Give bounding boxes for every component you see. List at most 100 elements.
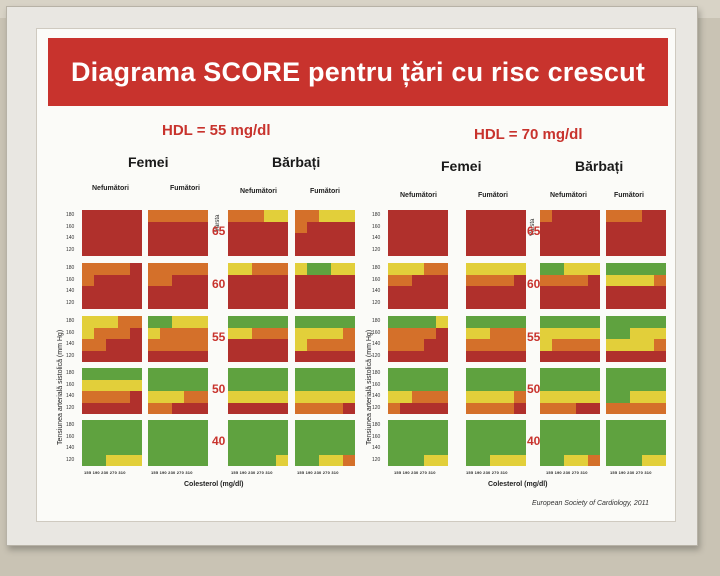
risk-cell bbox=[630, 263, 642, 275]
risk-cell bbox=[588, 431, 600, 443]
risk-cell bbox=[588, 221, 600, 233]
risk-cell bbox=[618, 454, 630, 466]
risk-cell bbox=[228, 263, 240, 275]
risk-cell bbox=[276, 263, 288, 275]
risk-cell bbox=[82, 297, 94, 309]
risk-cell bbox=[436, 286, 448, 298]
risk-cell bbox=[130, 316, 142, 328]
risk-cell bbox=[196, 339, 208, 351]
cholesterol-label: Colesterol (mg/dl) bbox=[184, 481, 244, 488]
cholesterol-ticks: 155 190 230 270 310 bbox=[231, 470, 273, 475]
risk-cell bbox=[642, 431, 654, 443]
risk-cell bbox=[343, 420, 355, 432]
risk-cell bbox=[343, 402, 355, 414]
cholesterol-label: Colesterol (mg/dl) bbox=[488, 481, 548, 488]
risk-cell bbox=[240, 233, 252, 245]
risk-cell bbox=[295, 286, 307, 298]
risk-cell bbox=[588, 274, 600, 286]
risk-cell bbox=[502, 402, 514, 414]
risk-cell bbox=[654, 391, 666, 403]
bp-label: 160 bbox=[372, 381, 381, 388]
risk-cell bbox=[106, 263, 118, 275]
risk-cell bbox=[466, 454, 478, 466]
risk-cell bbox=[606, 391, 618, 403]
risk-cell bbox=[478, 431, 490, 443]
risk-cell bbox=[118, 221, 130, 233]
risk-cell bbox=[319, 443, 331, 455]
risk-cell bbox=[466, 391, 478, 403]
risk-cell bbox=[160, 327, 172, 339]
risk-cell bbox=[264, 244, 276, 256]
risk-cell bbox=[319, 297, 331, 309]
risk-cell bbox=[552, 327, 564, 339]
risk-cell bbox=[654, 210, 666, 222]
risk-cell bbox=[540, 327, 552, 339]
risk-cell bbox=[228, 368, 240, 380]
risk-cell bbox=[436, 233, 448, 245]
risk-cell bbox=[514, 420, 526, 432]
risk-cell bbox=[618, 233, 630, 245]
risk-cell bbox=[130, 454, 142, 466]
risk-cell bbox=[276, 454, 288, 466]
risk-cell bbox=[184, 391, 196, 403]
risk-cell bbox=[466, 350, 478, 362]
risk-cell bbox=[118, 327, 130, 339]
risk-cell bbox=[276, 210, 288, 222]
risk-cell bbox=[148, 221, 160, 233]
risk-cell bbox=[184, 431, 196, 443]
risk-cell bbox=[264, 297, 276, 309]
risk-cell bbox=[252, 350, 264, 362]
risk-cell bbox=[630, 350, 642, 362]
smoking-label: Nefumători bbox=[92, 185, 129, 192]
risk-cell bbox=[118, 402, 130, 414]
risk-cell bbox=[606, 431, 618, 443]
risk-cell bbox=[514, 274, 526, 286]
risk-cell bbox=[307, 221, 319, 233]
risk-cell bbox=[630, 368, 642, 380]
risk-cell bbox=[478, 210, 490, 222]
risk-cell bbox=[228, 297, 240, 309]
risk-cell bbox=[478, 402, 490, 414]
smoking-label: Nefumători bbox=[400, 192, 437, 199]
risk-cell bbox=[654, 339, 666, 351]
risk-cell bbox=[307, 327, 319, 339]
risk-cell bbox=[276, 431, 288, 443]
risk-cell bbox=[148, 402, 160, 414]
risk-cell bbox=[184, 339, 196, 351]
risk-cell bbox=[618, 443, 630, 455]
risk-cell bbox=[264, 379, 276, 391]
risk-cell bbox=[130, 221, 142, 233]
risk-cell bbox=[106, 402, 118, 414]
risk-cell bbox=[82, 350, 94, 362]
risk-cell bbox=[502, 274, 514, 286]
risk-cell bbox=[172, 221, 184, 233]
risk-cell bbox=[228, 350, 240, 362]
bp-label: 120 bbox=[372, 246, 381, 253]
risk-cell bbox=[196, 263, 208, 275]
risk-cell bbox=[172, 263, 184, 275]
age-label: 65 bbox=[212, 224, 226, 238]
risk-cell bbox=[514, 316, 526, 328]
risk-cell bbox=[564, 244, 576, 256]
risk-cell bbox=[130, 244, 142, 256]
risk-cell bbox=[630, 391, 642, 403]
risk-cell bbox=[118, 368, 130, 380]
risk-cell bbox=[576, 420, 588, 432]
risk-cell bbox=[106, 379, 118, 391]
risk-cell bbox=[106, 339, 118, 351]
risk-cell bbox=[400, 420, 412, 432]
risk-cell bbox=[276, 420, 288, 432]
risk-cell bbox=[642, 420, 654, 432]
risk-cell bbox=[240, 210, 252, 222]
cholesterol-ticks: 155 190 230 270 310 bbox=[394, 470, 436, 475]
risk-cell bbox=[552, 233, 564, 245]
risk-cell bbox=[264, 263, 276, 275]
risk-cell bbox=[252, 316, 264, 328]
risk-cell bbox=[276, 339, 288, 351]
risk-cell bbox=[264, 431, 276, 443]
risk-cell bbox=[606, 286, 618, 298]
bp-label: 120 bbox=[66, 456, 75, 463]
age-label: 50 bbox=[212, 382, 226, 396]
risk-cell bbox=[130, 327, 142, 339]
bp-label: 180 bbox=[66, 370, 75, 376]
